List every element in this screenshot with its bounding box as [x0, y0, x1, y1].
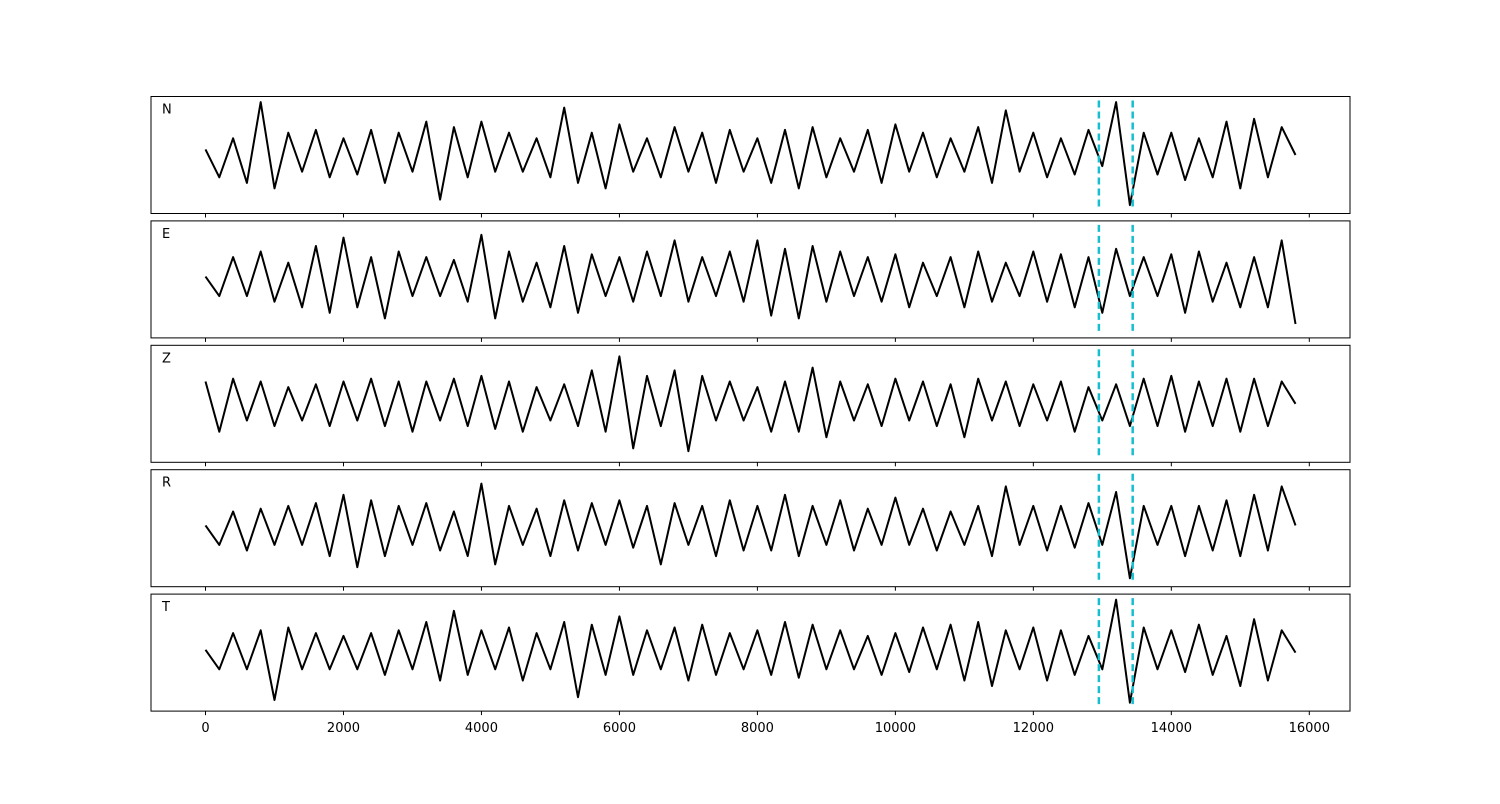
- panel-frame: [150, 344, 1351, 463]
- panel: T 0 2000 4000 6000 8000 10000 12000 14000 16000: [150, 593, 1351, 736]
- trace: [204, 355, 1297, 453]
- trace: [204, 101, 1297, 207]
- x-tick-label: 12000: [1013, 721, 1054, 736]
- trace: [204, 233, 1297, 325]
- panel-frame: [150, 220, 1351, 339]
- panel-label: N: [162, 103, 172, 118]
- panel-label: R: [162, 476, 171, 491]
- panel-frame: [150, 469, 1351, 588]
- panel: N: [150, 96, 1351, 218]
- panel-label: Z: [162, 351, 171, 366]
- panel-label: E: [162, 227, 170, 242]
- panel-label: T: [161, 600, 170, 615]
- x-tick-label: 10000: [875, 721, 916, 736]
- x-tick-label: 2000: [327, 721, 360, 736]
- panel: R: [150, 469, 1351, 591]
- x-tick-label: 14000: [1151, 721, 1192, 736]
- x-tick-label: 16000: [1289, 721, 1330, 736]
- trace: [204, 482, 1297, 580]
- x-tick-label: 0: [201, 721, 209, 736]
- panel: Z: [150, 344, 1351, 467]
- trace: [204, 598, 1297, 704]
- x-tick-label: 8000: [741, 721, 774, 736]
- panel-frame: [150, 96, 1351, 214]
- panel-frame: [150, 593, 1351, 712]
- panel: E: [150, 220, 1351, 342]
- x-tick-label: 6000: [603, 721, 636, 736]
- x-tick-label: 4000: [465, 721, 498, 736]
